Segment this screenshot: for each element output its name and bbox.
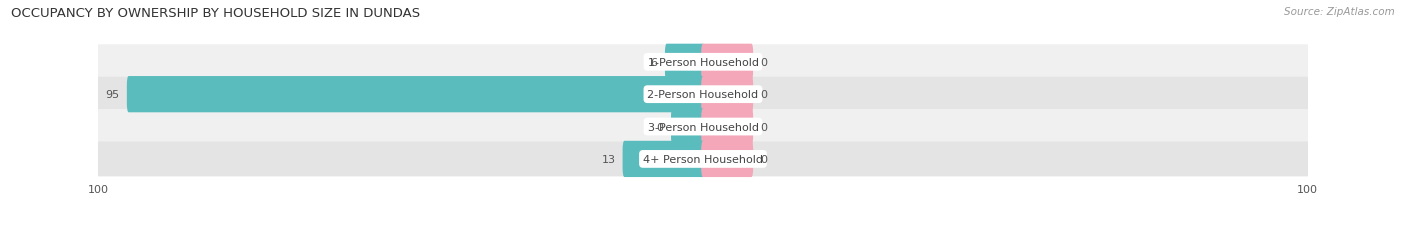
Text: 1-Person Household: 1-Person Household [648,58,758,67]
Text: 4+ Person Household: 4+ Person Household [643,154,763,164]
FancyBboxPatch shape [665,45,704,81]
Text: 0: 0 [761,122,768,132]
Text: Source: ZipAtlas.com: Source: ZipAtlas.com [1284,7,1395,17]
Text: OCCUPANCY BY OWNERSHIP BY HOUSEHOLD SIZE IN DUNDAS: OCCUPANCY BY OWNERSHIP BY HOUSEHOLD SIZE… [11,7,420,20]
FancyBboxPatch shape [98,77,1308,112]
Text: 0: 0 [761,154,768,164]
Text: 13: 13 [602,154,616,164]
FancyBboxPatch shape [127,77,704,113]
Text: 0: 0 [657,122,664,132]
FancyBboxPatch shape [98,109,1308,144]
FancyBboxPatch shape [623,141,704,177]
FancyBboxPatch shape [702,77,754,113]
Text: 95: 95 [105,90,120,100]
FancyBboxPatch shape [702,45,754,81]
Text: 0: 0 [761,58,768,67]
FancyBboxPatch shape [98,45,1308,80]
FancyBboxPatch shape [702,141,754,177]
FancyBboxPatch shape [98,142,1308,177]
Text: 6: 6 [651,58,658,67]
Text: 2-Person Household: 2-Person Household [647,90,759,100]
Text: 0: 0 [761,90,768,100]
FancyBboxPatch shape [702,109,754,145]
FancyBboxPatch shape [671,109,704,145]
Text: 3-Person Household: 3-Person Household [648,122,758,132]
